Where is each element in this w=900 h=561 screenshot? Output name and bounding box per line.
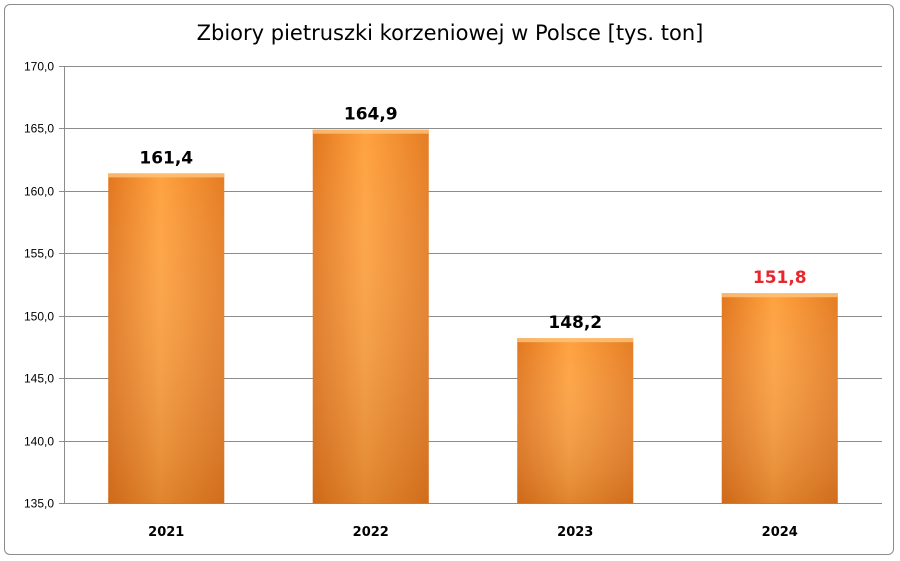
y-tick-label: 140,0 — [24, 435, 54, 449]
y-tick-label: 160,0 — [24, 185, 54, 199]
chart-title: Zbiory pietruszki korzeniowej w Polsce [… — [197, 21, 704, 45]
bar-top-highlight — [721, 293, 838, 298]
bar-shading — [108, 173, 225, 503]
bar-2024 — [721, 293, 838, 503]
bar-2023 — [517, 338, 634, 503]
x-tick-label: 2022 — [353, 525, 389, 540]
data-label: 161,4 — [139, 148, 193, 168]
y-tick-label: 145,0 — [24, 372, 54, 386]
y-tick-label: 155,0 — [24, 247, 54, 261]
x-tick-label: 2023 — [557, 525, 593, 540]
bar-top-highlight — [517, 338, 634, 343]
bar-shading — [517, 338, 634, 503]
bar-top-highlight — [108, 173, 225, 178]
y-tick-label: 150,0 — [24, 310, 54, 324]
data-label: 164,9 — [344, 105, 398, 125]
bar-2021 — [108, 173, 225, 503]
bar-shading — [312, 129, 429, 504]
bar-shading — [721, 293, 838, 503]
bar-2022 — [312, 129, 429, 504]
data-label: 148,2 — [548, 313, 602, 333]
y-tick-label: 165,0 — [24, 122, 54, 136]
y-tick-label: 135,0 — [24, 497, 54, 511]
bar-top-highlight — [312, 129, 429, 134]
y-tick-label: 170,0 — [24, 60, 54, 74]
data-label: 151,8 — [753, 268, 807, 288]
x-tick-label: 2021 — [148, 525, 184, 540]
x-tick-label: 2024 — [762, 525, 798, 540]
